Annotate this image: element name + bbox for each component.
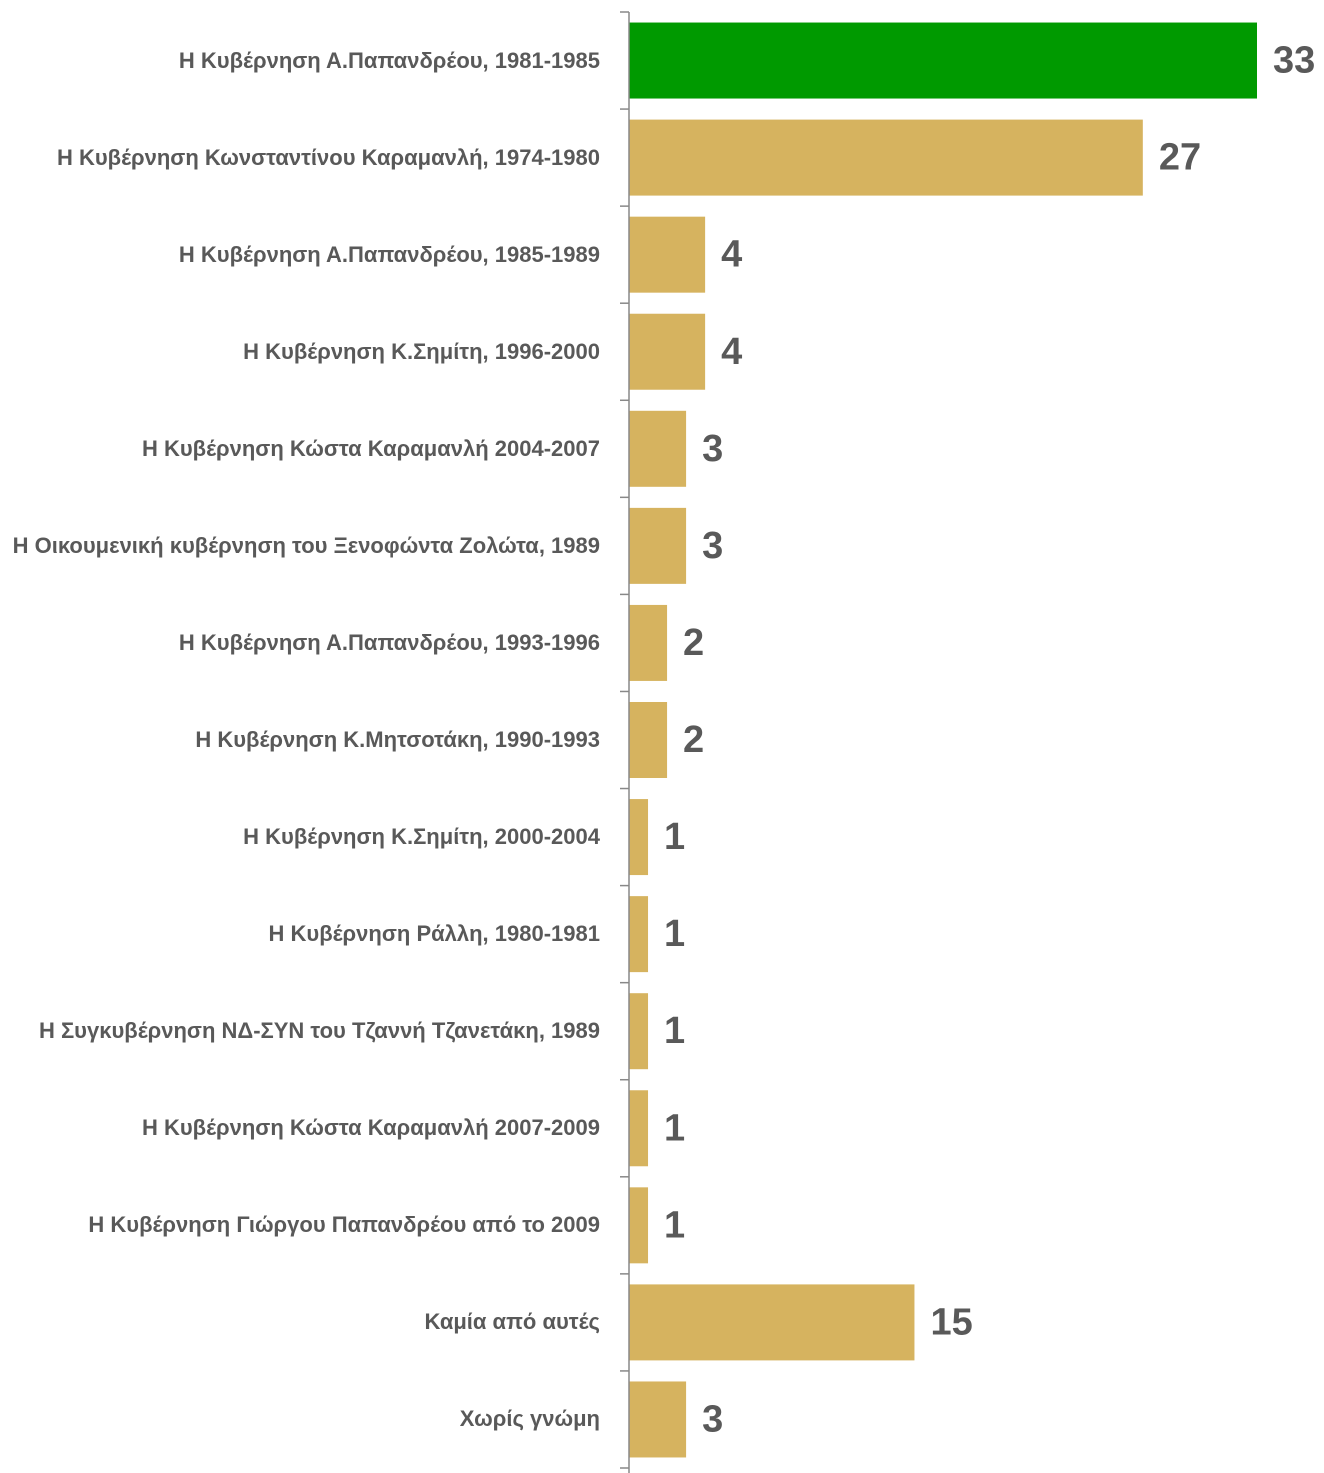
category-text: Χωρίς γνώμη (459, 1406, 600, 1432)
category-text: Η Κυβέρνηση Κώστα Καραμανλή 2007-2009 (141, 1115, 600, 1141)
category-label: Η Κυβέρνηση Ράλλη, 1980-1981 (0, 916, 600, 952)
category-text: Η Κυβέρνηση Α.Παπανδρέου, 1985-1989 (178, 241, 600, 267)
bar (629, 604, 668, 681)
category-label: Η Κυβέρνηση Κ.Σημίτη, 2000-2004 (0, 819, 600, 855)
value-label: 1 (664, 1204, 685, 1246)
category-label: Η Κυβέρνηση Κ.Σημίτη, 1996-2000 (0, 334, 600, 370)
category-label: Η Κυβέρνηση Α.Παπανδρέου, 1993-1996 (0, 625, 600, 661)
category-label: Η Κυβέρνηση Κ.Μητσοτάκη, 1990-1993 (0, 722, 600, 758)
category-label: Καμία από αυτές (0, 1304, 600, 1340)
category-text: Η Κυβέρνηση Κωνσταντίνου Καραμανλή, 1974… (56, 144, 600, 170)
value-label: 1 (664, 913, 685, 955)
value-label: 3 (702, 428, 723, 470)
category-text: Η Κυβέρνηση Ράλλη, 1980-1981 (268, 921, 600, 947)
category-label: Η Συγκυβέρνηση ΝΔ-ΣΥΝ του Τζαννή Τζανετά… (0, 1013, 600, 1049)
category-label: Η Οικουμενική κυβέρνηση του Ξενοφώντα Ζο… (0, 528, 600, 564)
category-label: Η Κυβέρνηση Κώστα Καραμανλή 2007-2009 (0, 1110, 600, 1146)
value-label: 4 (721, 234, 742, 276)
value-label: 2 (683, 622, 704, 664)
value-label: 2 (683, 719, 704, 761)
bar (629, 410, 687, 487)
bar (629, 119, 1143, 196)
value-label: 1 (664, 1107, 685, 1149)
category-text: Η Οικουμενική κυβέρνηση του Ξενοφώντα Ζο… (12, 532, 600, 558)
value-label: 1 (664, 1010, 685, 1052)
category-label: Η Κυβέρνηση Γιώργου Παπανδρέου από το 20… (0, 1207, 600, 1243)
bar (629, 1284, 915, 1361)
category-label: Η Κυβέρνηση Α.Παπανδρέου, 1985-1989 (0, 237, 600, 273)
value-label: 3 (702, 1398, 723, 1440)
bar (629, 313, 706, 390)
category-text: Η Συγκυβέρνηση ΝΔ-ΣΥΝ του Τζαννή Τζανετά… (38, 1018, 600, 1044)
value-label: 33 (1273, 40, 1315, 82)
category-text: Καμία από αυτές (424, 1309, 600, 1335)
value-label: 27 (1159, 137, 1201, 179)
bar (629, 1381, 687, 1458)
category-label: Χωρίς γνώμη (0, 1401, 600, 1437)
bar (629, 799, 649, 876)
value-label: 1 (664, 816, 685, 858)
bar (629, 1090, 649, 1167)
bar (629, 216, 706, 293)
category-label: Η Κυβέρνηση Α.Παπανδρέου, 1981-1985 (0, 43, 600, 79)
value-label: 15 (930, 1301, 972, 1343)
bar (629, 896, 649, 973)
bar (629, 1187, 649, 1264)
category-text: Η Κυβέρνηση Α.Παπανδρέου, 1993-1996 (178, 629, 600, 655)
bar (629, 22, 1257, 99)
bar (629, 993, 649, 1070)
category-text: Η Κυβέρνηση Α.Παπανδρέου, 1981-1985 (178, 47, 600, 73)
category-text: Η Κυβέρνηση Κ.Μητσοτάκη, 1990-1993 (195, 727, 600, 752)
value-label: 3 (702, 525, 723, 567)
bar (629, 702, 668, 778)
category-text: Η Κυβέρνηση Κ.Σημίτη, 1996-2000 (243, 338, 600, 364)
category-text: Η Κυβέρνηση Κ.Σημίτη, 2000-2004 (243, 824, 600, 850)
value-label: 4 (721, 331, 742, 373)
category-text: Η Κυβέρνηση Γιώργου Παπανδρέου από το 20… (88, 1212, 600, 1238)
bar (629, 507, 687, 584)
category-label: Η Κυβέρνηση Κωνσταντίνου Καραμανλή, 1974… (0, 140, 600, 176)
category-text: Η Κυβέρνηση Κώστα Καραμανλή 2004-2007 (141, 435, 600, 461)
category-label: Η Κυβέρνηση Κώστα Καραμανλή 2004-2007 (0, 431, 600, 467)
